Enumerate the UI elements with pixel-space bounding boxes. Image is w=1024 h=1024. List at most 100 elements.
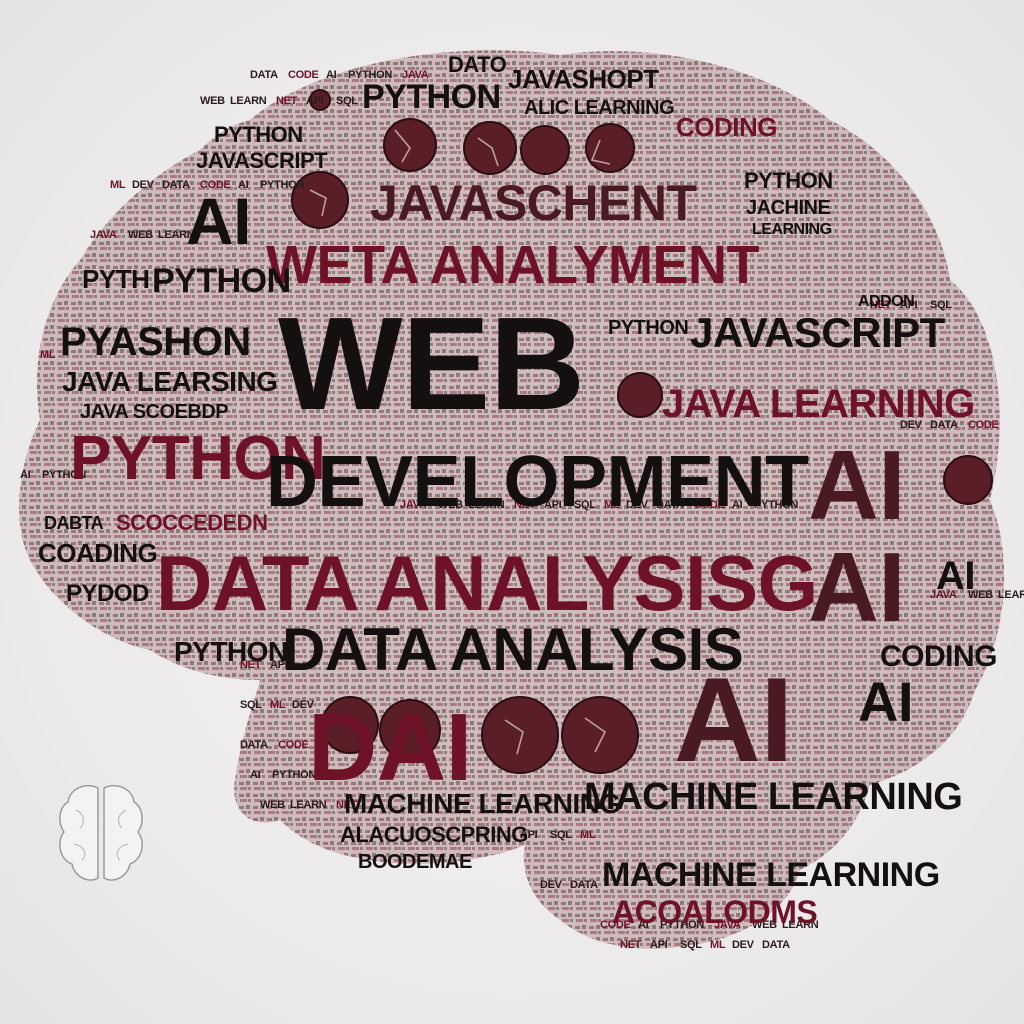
filler-word: CODE <box>694 499 725 511</box>
filler-word: DATA <box>240 739 268 751</box>
filler-word: NET <box>620 939 642 951</box>
filler-word: AI <box>238 179 249 191</box>
filler-word: SQL <box>930 299 952 311</box>
filler-word: CODE <box>968 419 999 431</box>
filler-word: AI <box>326 69 337 81</box>
filler-word: JAVA <box>90 229 117 241</box>
cloud-word: PYTHON <box>608 317 689 339</box>
filler-word: DATA <box>762 939 790 951</box>
filler-word: NET <box>514 499 536 511</box>
cloud-word: BOODEMAE <box>358 851 472 873</box>
filler-word: NET <box>870 299 892 311</box>
cloud-word: LEARNING <box>752 221 832 238</box>
filler-word: PYTHON <box>660 919 705 931</box>
cloud-word: PYDOD <box>66 580 149 607</box>
filler-word: API <box>900 299 918 311</box>
filler-word: PYTHON <box>348 69 393 81</box>
cloud-word: AI <box>808 532 906 642</box>
cloud-word: WETA ANALYMENT <box>266 235 759 295</box>
filler-word: API <box>306 95 324 107</box>
cloud-word: AI <box>936 554 976 598</box>
cloud-word: DATA ANALYSISG <box>156 539 818 627</box>
cloud-word: DATA ANALYSIS <box>282 616 744 683</box>
cloud-word: JAVASHOPT <box>508 64 659 94</box>
filler-word: PYTHON <box>754 499 799 511</box>
cloud-word: AI <box>186 184 252 258</box>
filler-word: SQL <box>550 829 572 841</box>
cloud-word: JAVASCRIPT <box>690 309 945 356</box>
filler-word: ML <box>270 699 286 711</box>
cloud-word: PYTHON <box>152 262 291 300</box>
filler-word: ML <box>40 349 56 361</box>
cloud-word: JAVASCRIPT <box>196 148 328 173</box>
cloud-word: PYTHON <box>174 636 288 667</box>
filler-word: API <box>544 499 562 511</box>
brain-outline <box>19 50 1005 949</box>
filler-word: DEV <box>900 419 922 431</box>
filler-word: WEB <box>128 229 153 241</box>
filler-word: DEV <box>626 499 648 511</box>
cloud-word: JAVA LEARSING <box>62 366 278 397</box>
cloud-word: SCOCCEDEDN <box>116 510 268 535</box>
cloud-word: CODING <box>880 640 998 673</box>
cloud-word: ADDON <box>858 293 915 310</box>
cloud-word: PYTH <box>82 264 150 294</box>
filler-word: LEARN <box>158 229 195 241</box>
filler-word: DATA <box>930 419 958 431</box>
cloud-word: PYASHON <box>60 320 251 364</box>
filler-word: DEV <box>540 879 562 891</box>
cloud-word: DEVELOPMENT <box>266 442 809 522</box>
filler-word: PYTHON <box>272 769 317 781</box>
cloud-word: CODING <box>676 112 778 142</box>
filler-word: CODE <box>288 69 319 81</box>
filler-word: CODE <box>278 739 309 751</box>
cloud-word: ALACUOSCPRING <box>340 822 528 847</box>
cloud-word: DAI <box>308 694 472 801</box>
filler-word: JAVA <box>930 589 957 601</box>
filler-word: PYTHON <box>260 179 305 191</box>
filler-word: DATA <box>570 879 598 891</box>
filler-word: NET <box>336 799 358 811</box>
cloud-word: PYTHON <box>744 168 833 193</box>
small-brain-icon <box>59 784 143 881</box>
filler-word: SQL <box>574 499 596 511</box>
cloud-word: MACHINE LEARNING <box>602 856 940 894</box>
filler-word: NET <box>276 95 298 107</box>
filler-word: LEARN <box>998 589 1024 601</box>
filler-word: DEV <box>732 939 754 951</box>
filler-word: DATA <box>250 69 278 81</box>
cloud-word: PYTHON <box>214 122 303 147</box>
filler-word: SQL <box>336 95 358 107</box>
filler-word: CODE <box>200 179 231 191</box>
filler-word: AI <box>250 769 261 781</box>
cloud-word: AI <box>808 430 906 540</box>
filler-word: DATA <box>656 499 684 511</box>
filler-word: JAVA <box>400 499 427 511</box>
cloud-word: DATO <box>448 52 507 77</box>
cloud-word: MACHINE LEARNING <box>584 776 963 818</box>
cloud-word: PYTHON <box>362 78 501 116</box>
cloud-word: MACHINE LEARNING <box>344 788 621 819</box>
filler-word: JAVA <box>326 769 353 781</box>
filler-word: ML <box>604 499 620 511</box>
filler-word: AI <box>638 919 649 931</box>
cloud-word: COADING <box>38 538 158 568</box>
cloud-word: ACOALODMS <box>612 894 818 930</box>
filler-word: NET <box>240 659 262 671</box>
cloud-word: PYTHON <box>70 424 326 493</box>
filler-word: SQL <box>240 699 262 711</box>
filler-word: PYTHON <box>42 469 87 481</box>
filler-word: WEB <box>200 95 225 107</box>
filler-word: API <box>520 829 538 841</box>
filler-word: API <box>650 939 668 951</box>
filler-word: WEB <box>260 799 285 811</box>
cloud-word: JAVA SCOEBDP <box>80 401 229 423</box>
filler-word: SQL <box>680 939 702 951</box>
filler-word: LEARN <box>290 799 327 811</box>
filler-word: CODE <box>600 919 631 931</box>
filler-word: DEV <box>292 699 314 711</box>
filler-word: AI <box>732 499 743 511</box>
cloud-word: DABTA <box>44 513 104 533</box>
filler-word: LEARN <box>782 919 819 931</box>
